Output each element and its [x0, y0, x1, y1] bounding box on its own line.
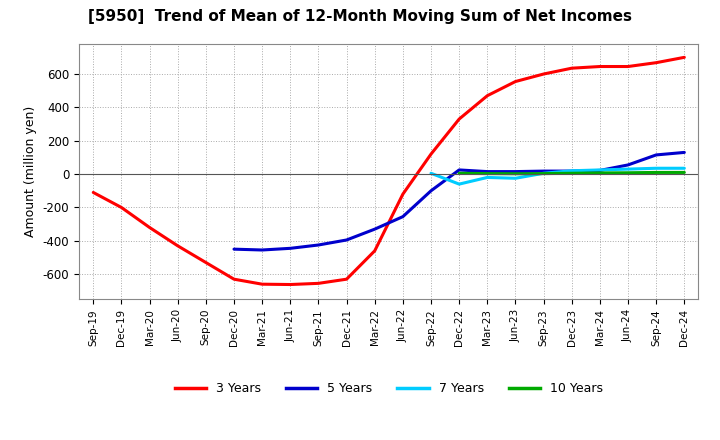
10 Years — [652, 170, 660, 175]
7 Years — [511, 176, 520, 181]
10 Years — [595, 170, 604, 176]
Line: 10 Years: 10 Years — [459, 172, 684, 174]
5 Years — [595, 168, 604, 173]
7 Years — [539, 171, 548, 176]
3 Years — [286, 282, 294, 287]
10 Years — [680, 170, 688, 175]
5 Years — [483, 169, 492, 174]
3 Years — [427, 151, 436, 157]
10 Years — [455, 171, 464, 176]
7 Years — [427, 171, 436, 176]
3 Years — [595, 64, 604, 69]
Line: 5 Years: 5 Years — [234, 152, 684, 250]
3 Years — [539, 71, 548, 77]
3 Years — [511, 79, 520, 84]
10 Years — [483, 171, 492, 176]
5 Years — [258, 247, 266, 253]
7 Years — [680, 165, 688, 171]
3 Years — [314, 281, 323, 286]
Legend: 3 Years, 5 Years, 7 Years, 10 Years: 3 Years, 5 Years, 7 Years, 10 Years — [170, 377, 608, 400]
3 Years — [483, 93, 492, 99]
10 Years — [567, 171, 576, 176]
5 Years — [539, 169, 548, 174]
3 Years — [202, 260, 210, 265]
10 Years — [539, 171, 548, 176]
7 Years — [483, 175, 492, 180]
3 Years — [230, 277, 238, 282]
10 Years — [511, 171, 520, 176]
10 Years — [624, 170, 632, 176]
5 Years — [624, 162, 632, 168]
5 Years — [455, 167, 464, 172]
5 Years — [230, 246, 238, 252]
3 Years — [89, 190, 98, 195]
5 Years — [567, 169, 576, 174]
7 Years — [595, 167, 604, 172]
3 Years — [455, 117, 464, 122]
Line: 3 Years: 3 Years — [94, 57, 684, 285]
3 Years — [567, 66, 576, 71]
3 Years — [680, 55, 688, 60]
5 Years — [680, 150, 688, 155]
5 Years — [314, 242, 323, 248]
3 Years — [258, 282, 266, 287]
7 Years — [567, 168, 576, 173]
Text: [5950]  Trend of Mean of 12-Month Moving Sum of Net Incomes: [5950] Trend of Mean of 12-Month Moving … — [88, 9, 632, 24]
7 Years — [652, 165, 660, 171]
3 Years — [399, 191, 408, 197]
5 Years — [342, 237, 351, 242]
5 Years — [370, 227, 379, 232]
3 Years — [624, 64, 632, 69]
3 Years — [174, 243, 182, 249]
3 Years — [652, 60, 660, 65]
7 Years — [624, 166, 632, 172]
Y-axis label: Amount (million yen): Amount (million yen) — [24, 106, 37, 237]
Line: 7 Years: 7 Years — [431, 168, 684, 184]
5 Years — [399, 214, 408, 219]
3 Years — [342, 277, 351, 282]
7 Years — [455, 181, 464, 187]
5 Years — [286, 246, 294, 251]
3 Years — [370, 248, 379, 253]
3 Years — [145, 225, 154, 230]
5 Years — [427, 188, 436, 194]
5 Years — [511, 169, 520, 174]
3 Years — [117, 205, 126, 210]
5 Years — [652, 152, 660, 158]
